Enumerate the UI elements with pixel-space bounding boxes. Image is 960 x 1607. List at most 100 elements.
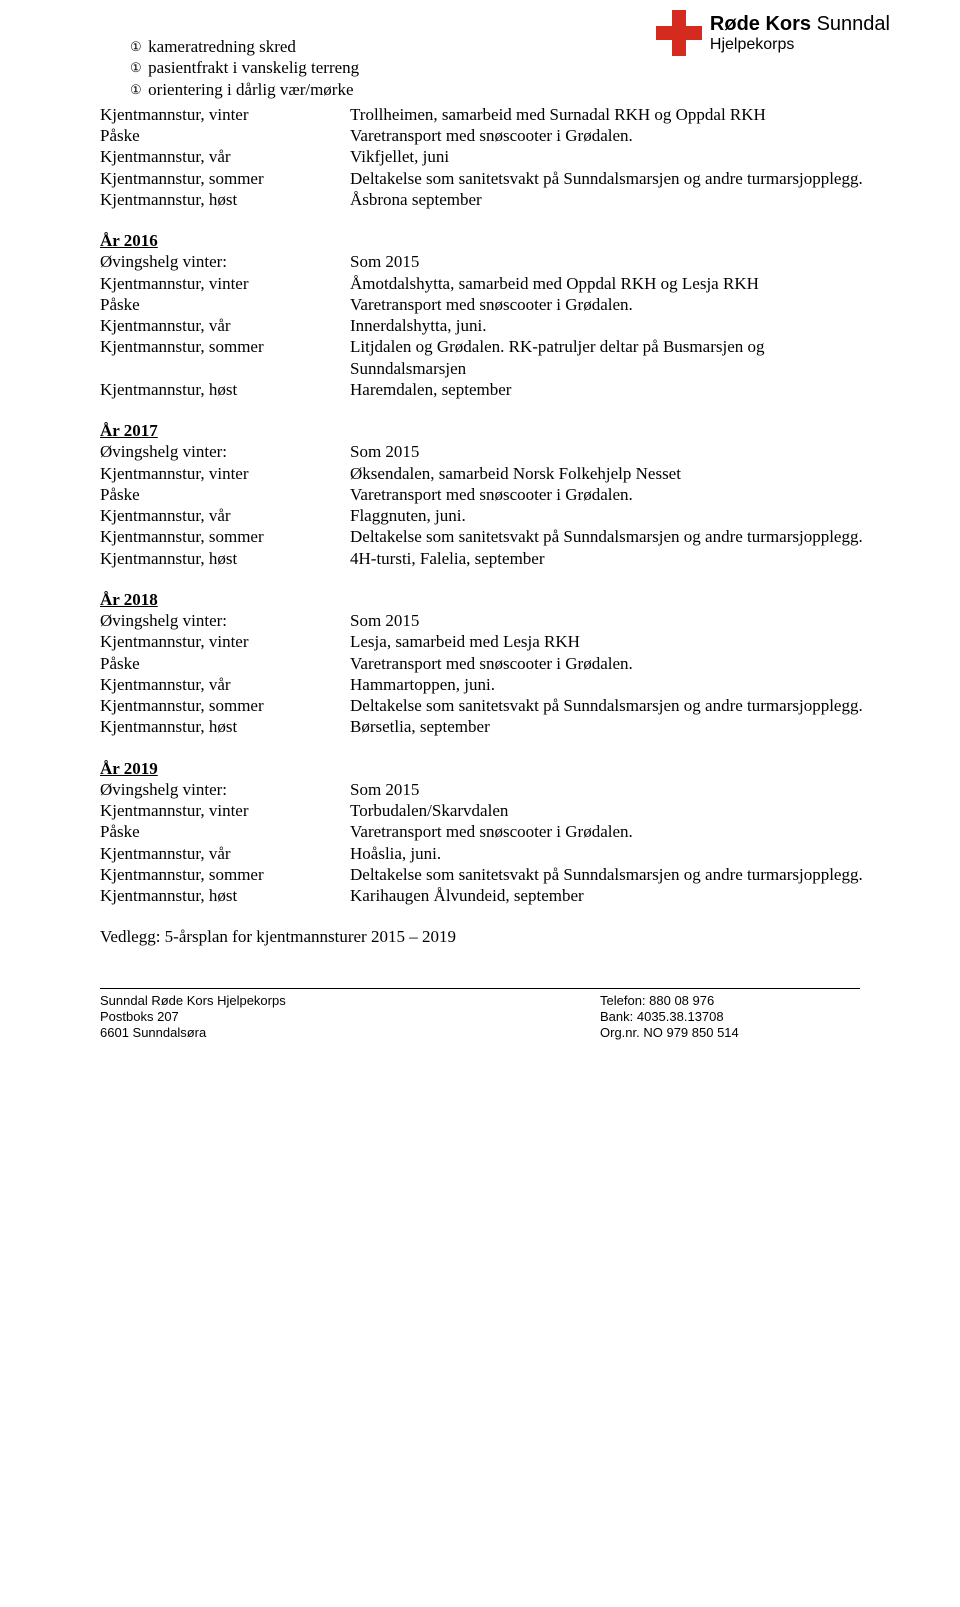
bullet-item: pasientfrakt i vanskelig terreng	[130, 57, 880, 78]
footer-line: Org.nr. NO 979 850 514	[600, 1025, 860, 1041]
definition-row: Kjentmannstur, høstBørsetlia, september	[100, 716, 880, 737]
row-label: Øvingshelg vinter:	[100, 251, 350, 272]
definition-row: Øvingshelg vinter:Som 2015	[100, 441, 880, 462]
row-value: Som 2015	[350, 779, 880, 800]
year-heading: År 2016	[100, 230, 880, 251]
definition-row: PåskeVaretransport med snøscooter i Grød…	[100, 653, 880, 674]
definition-row: Kjentmannstur, vinterÅmotdalshytta, sama…	[100, 273, 880, 294]
definition-row: Kjentmannstur, sommerLitjdalen og Grødal…	[100, 336, 880, 379]
row-label: Øvingshelg vinter:	[100, 779, 350, 800]
definition-row: Kjentmannstur, sommerDeltakelse som sani…	[100, 526, 880, 547]
row-value: Børsetlia, september	[350, 716, 880, 737]
row-label: Øvingshelg vinter:	[100, 441, 350, 462]
row-value: Haremdalen, september	[350, 379, 880, 400]
row-value: Vikfjellet, juni	[350, 146, 880, 167]
row-label: Kjentmannstur, vinter	[100, 800, 350, 821]
row-value: Deltakelse som sanitetsvakt på Sunndalsm…	[350, 526, 880, 547]
row-label: Kjentmannstur, høst	[100, 716, 350, 737]
row-value: Hammartoppen, juni.	[350, 674, 880, 695]
row-label: Kjentmannstur, sommer	[100, 695, 350, 716]
row-value: Flaggnuten, juni.	[350, 505, 880, 526]
definition-row: Kjentmannstur, vårInnerdalshytta, juni.	[100, 315, 880, 336]
row-label: Kjentmannstur, vår	[100, 146, 350, 167]
row-label: Kjentmannstur, vår	[100, 505, 350, 526]
row-label: Kjentmannstur, høst	[100, 189, 350, 210]
row-label: Kjentmannstur, høst	[100, 379, 350, 400]
definition-row: Kjentmannstur, vårHoåslia, juni.	[100, 843, 880, 864]
row-label: Kjentmannstur, vinter	[100, 631, 350, 652]
row-value: Innerdalshytta, juni.	[350, 315, 880, 336]
bullet-item: orientering i dårlig vær/mørke	[130, 79, 880, 100]
row-value: Lesja, samarbeid med Lesja RKH	[350, 631, 880, 652]
row-value: Deltakelse som sanitetsvakt på Sunndalsm…	[350, 695, 880, 716]
page-footer: Sunndal Røde Kors HjelpekorpsPostboks 20…	[100, 988, 860, 1042]
year-section: Øvingshelg vinter:Som 2015Kjentmannstur,…	[100, 441, 880, 569]
year-heading: År 2017	[100, 420, 880, 441]
row-value: Åmotdalshytta, samarbeid med Oppdal RKH …	[350, 273, 880, 294]
definition-row: Øvingshelg vinter:Som 2015	[100, 251, 880, 272]
year-heading: År 2019	[100, 758, 880, 779]
row-value: Varetransport med snøscooter i Grødalen.	[350, 484, 880, 505]
row-label: Kjentmannstur, vår	[100, 843, 350, 864]
row-value: Øksendalen, samarbeid Norsk Folkehjelp N…	[350, 463, 880, 484]
footer-line: Postboks 207	[100, 1009, 600, 1025]
row-value: Trollheimen, samarbeid med Surnadal RKH …	[350, 104, 880, 125]
row-value: Karihaugen Ålvundeid, september	[350, 885, 880, 906]
logo-title-bold: Røde Kors	[710, 13, 811, 35]
footer-line: 6601 Sunndalsøra	[100, 1025, 600, 1041]
definition-row: Kjentmannstur, vinterØksendalen, samarbe…	[100, 463, 880, 484]
definition-row: Kjentmannstur, vårHammartoppen, juni.	[100, 674, 880, 695]
logo-subtitle: Hjelpekorps	[710, 35, 890, 55]
definition-row: Kjentmannstur, høstÅsbrona september	[100, 189, 880, 210]
row-value: Som 2015	[350, 610, 880, 631]
row-label: Kjentmannstur, sommer	[100, 526, 350, 547]
red-cross-icon	[656, 10, 702, 56]
footer-line: Sunndal Røde Kors Hjelpekorps	[100, 993, 600, 1009]
row-value: Varetransport med snøscooter i Grødalen.	[350, 653, 880, 674]
definition-row: Øvingshelg vinter:Som 2015	[100, 779, 880, 800]
row-label: Kjentmannstur, høst	[100, 885, 350, 906]
intro-rows: Kjentmannstur, vinterTrollheimen, samarb…	[100, 104, 880, 210]
definition-row: Kjentmannstur, vinterTorbudalen/Skarvdal…	[100, 800, 880, 821]
row-label: Kjentmannstur, vinter	[100, 463, 350, 484]
row-label: Påske	[100, 653, 350, 674]
row-label: Kjentmannstur, sommer	[100, 168, 350, 189]
row-label: Påske	[100, 484, 350, 505]
year-section: Øvingshelg vinter:Som 2015Kjentmannstur,…	[100, 251, 880, 400]
attachment-line: Vedlegg: 5-årsplan for kjentmannsturer 2…	[100, 926, 880, 947]
row-label: Øvingshelg vinter:	[100, 610, 350, 631]
footer-line: Telefon: 880 08 976	[600, 993, 860, 1009]
row-value: Varetransport med snøscooter i Grødalen.	[350, 294, 880, 315]
organization-logo: Røde Kors Sunndal Hjelpekorps	[656, 10, 890, 56]
definition-row: Kjentmannstur, høst4H-tursti, Falelia, s…	[100, 548, 880, 569]
definition-row: Øvingshelg vinter:Som 2015	[100, 610, 880, 631]
row-label: Påske	[100, 125, 350, 146]
row-value: 4H-tursti, Falelia, september	[350, 548, 880, 569]
definition-row: Kjentmannstur, sommerDeltakelse som sani…	[100, 695, 880, 716]
definition-row: Kjentmannstur, vinterTrollheimen, samarb…	[100, 104, 880, 125]
row-label: Kjentmannstur, vinter	[100, 273, 350, 294]
row-value: Deltakelse som sanitetsvakt på Sunndalsm…	[350, 168, 880, 189]
definition-row: Kjentmannstur, vårFlaggnuten, juni.	[100, 505, 880, 526]
footer-line: Bank: 4035.38.13708	[600, 1009, 860, 1025]
definition-row: Kjentmannstur, sommerDeltakelse som sani…	[100, 864, 880, 885]
definition-row: Kjentmannstur, høstKarihaugen Ålvundeid,…	[100, 885, 880, 906]
row-label: Kjentmannstur, sommer	[100, 336, 350, 379]
definition-row: Kjentmannstur, høstHaremdalen, september	[100, 379, 880, 400]
row-value: Som 2015	[350, 441, 880, 462]
definition-row: PåskeVaretransport med snøscooter i Grød…	[100, 484, 880, 505]
year-section: Øvingshelg vinter:Som 2015Kjentmannstur,…	[100, 779, 880, 907]
row-value: Varetransport med snøscooter i Grødalen.	[350, 821, 880, 842]
row-label: Kjentmannstur, sommer	[100, 864, 350, 885]
year-heading: År 2018	[100, 589, 880, 610]
row-label: Kjentmannstur, vinter	[100, 104, 350, 125]
definition-row: PåskeVaretransport med snøscooter i Grød…	[100, 821, 880, 842]
definition-row: PåskeVaretransport med snøscooter i Grød…	[100, 294, 880, 315]
row-value: Åsbrona september	[350, 189, 880, 210]
row-label: Påske	[100, 821, 350, 842]
definition-row: Kjentmannstur, sommerDeltakelse som sani…	[100, 168, 880, 189]
row-label: Kjentmannstur, høst	[100, 548, 350, 569]
definition-row: Kjentmannstur, vårVikfjellet, juni	[100, 146, 880, 167]
row-value: Hoåslia, juni.	[350, 843, 880, 864]
row-value: Som 2015	[350, 251, 880, 272]
